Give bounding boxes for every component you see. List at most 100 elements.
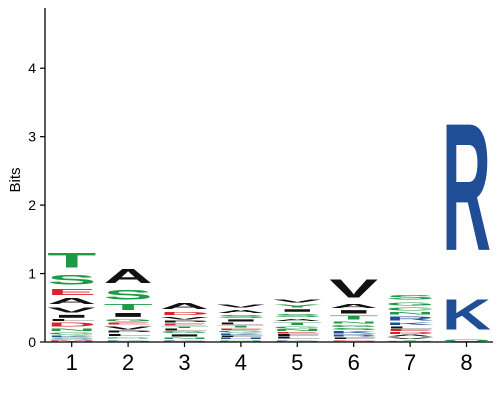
logo-letter-t: T — [329, 315, 378, 321]
logo-letter-s: S — [47, 272, 96, 287]
logo-letter-l: L — [47, 319, 96, 322]
logo-letter-g: G — [273, 326, 322, 329]
logo-stacks: MSKGNDLIVAESTMKNDLPVEGITSAMKNIGLTEPVDAMN… — [47, 87, 491, 342]
logo-letter-n: N — [386, 311, 435, 315]
logo-letter-c: C — [386, 306, 435, 311]
logo-letter-h: H — [216, 337, 265, 339]
logo-letter-a: A — [273, 318, 322, 321]
logo-letter-k: K — [160, 339, 209, 340]
logo-letter-k: K — [47, 335, 96, 337]
x-tick-label: 8 — [460, 350, 472, 375]
logo-letter-p: P — [160, 320, 209, 323]
logo-letter-t: T — [47, 249, 96, 273]
logo-letter-s: S — [329, 328, 378, 331]
logo-letter-n: N — [104, 338, 153, 339]
logo-letter-g: G — [104, 318, 153, 322]
logo-letter-y: Y — [273, 304, 322, 309]
logo-letter-g: G — [47, 332, 96, 335]
x-ticks: 1 2 3 4 5 6 7 8 — [66, 342, 473, 375]
logo-letter-f: F — [216, 335, 265, 337]
logo-letter-e: E — [104, 322, 153, 325]
logo-letter-k: K — [104, 339, 153, 340]
logo-letter-e: E — [216, 328, 265, 330]
logo-letter-d: D — [47, 322, 96, 328]
logo-letter-f: F — [273, 334, 322, 337]
logo-letter-a: A — [160, 302, 209, 311]
logo-column-8: QKR — [442, 87, 491, 342]
logo-letter-m: M — [329, 341, 378, 342]
logo-letter-n: N — [273, 329, 322, 332]
logo-letter-r: R — [329, 335, 378, 338]
logo-letter-a: A — [329, 303, 378, 309]
logo-letter-l: L — [104, 333, 153, 336]
logo-letter-s: S — [216, 314, 265, 319]
logo-letter-k: K — [442, 290, 491, 339]
logo-letter-r: R — [442, 87, 491, 290]
logo-letter-m: M — [47, 340, 96, 342]
x-tick-label: 5 — [291, 350, 303, 375]
axes: 0 1 2 3 4 1 2 3 4 5 6 7 8 Bits — [7, 8, 493, 375]
y-tick-label: 4 — [28, 60, 36, 76]
logo-letter-d: D — [386, 332, 435, 335]
logo-letter-s: S — [273, 313, 322, 318]
x-tick-label: 6 — [348, 350, 360, 375]
logo-letter-v: V — [329, 274, 378, 303]
logo-letter-l: L — [160, 328, 209, 331]
y-tick-label: 0 — [28, 334, 36, 350]
y-tick-label: 3 — [28, 129, 36, 145]
logo-letter-n: N — [47, 328, 96, 332]
y-tick-label: 2 — [28, 197, 36, 213]
x-tick-label: 3 — [178, 350, 190, 375]
logo-letter-k: K — [329, 330, 378, 334]
x-tick-label: 2 — [122, 350, 134, 375]
logo-letter-g: G — [329, 324, 378, 327]
logo-letter-p: P — [104, 330, 153, 333]
logo-letter-t: T — [273, 322, 322, 326]
logo-letter-a: A — [104, 265, 153, 288]
logo-letter-e: E — [386, 329, 435, 332]
logo-letter-v: V — [216, 303, 265, 308]
x-tick-label: 4 — [235, 350, 247, 375]
logo-letter-m: M — [160, 341, 209, 342]
logo-letter-d: D — [104, 337, 153, 338]
logo-letter-m: M — [104, 341, 153, 342]
logo-letter-a: A — [216, 308, 265, 313]
logo-letter-m: M — [386, 341, 435, 342]
y-axis-label: Bits — [7, 167, 24, 192]
logo-letter-l: L — [273, 337, 322, 340]
logo-letter-e: E — [160, 323, 209, 326]
logo-letter-v: V — [47, 306, 96, 314]
logo-letter-m: M — [216, 341, 265, 342]
logo-letter-s: S — [104, 287, 153, 302]
logo-letter-d: D — [160, 311, 209, 316]
y-ticks: 0 1 2 3 4 — [28, 60, 45, 350]
logo-letter-v: V — [160, 316, 209, 320]
logo-letter-g: G — [216, 330, 265, 333]
logo-letter-t: T — [104, 302, 153, 312]
logo-letter-a: A — [47, 297, 96, 306]
logo-letter-k: K — [216, 333, 265, 335]
x-tick-label: 1 — [66, 350, 78, 375]
logo-letter-r: R — [386, 315, 435, 321]
logo-letter-e: E — [329, 339, 378, 340]
logo-letter-i: I — [329, 309, 378, 314]
logo-letter-g: G — [160, 331, 209, 334]
logo-letter-t: T — [386, 339, 435, 340]
logo-letter-e: E — [273, 332, 322, 334]
logo-letter-v: V — [386, 337, 435, 339]
logo-letter-n: N — [329, 321, 378, 324]
logo-letter-k: K — [273, 339, 322, 340]
logo-letter-v: V — [104, 325, 153, 330]
logo-letter-t: T — [216, 325, 265, 328]
logo-letter-l: L — [386, 326, 435, 329]
logo-letter-a: A — [386, 335, 435, 338]
logo-letter-v: V — [273, 298, 322, 303]
logo-letter-n: N — [160, 337, 209, 339]
logo-letter-g: G — [386, 301, 435, 306]
